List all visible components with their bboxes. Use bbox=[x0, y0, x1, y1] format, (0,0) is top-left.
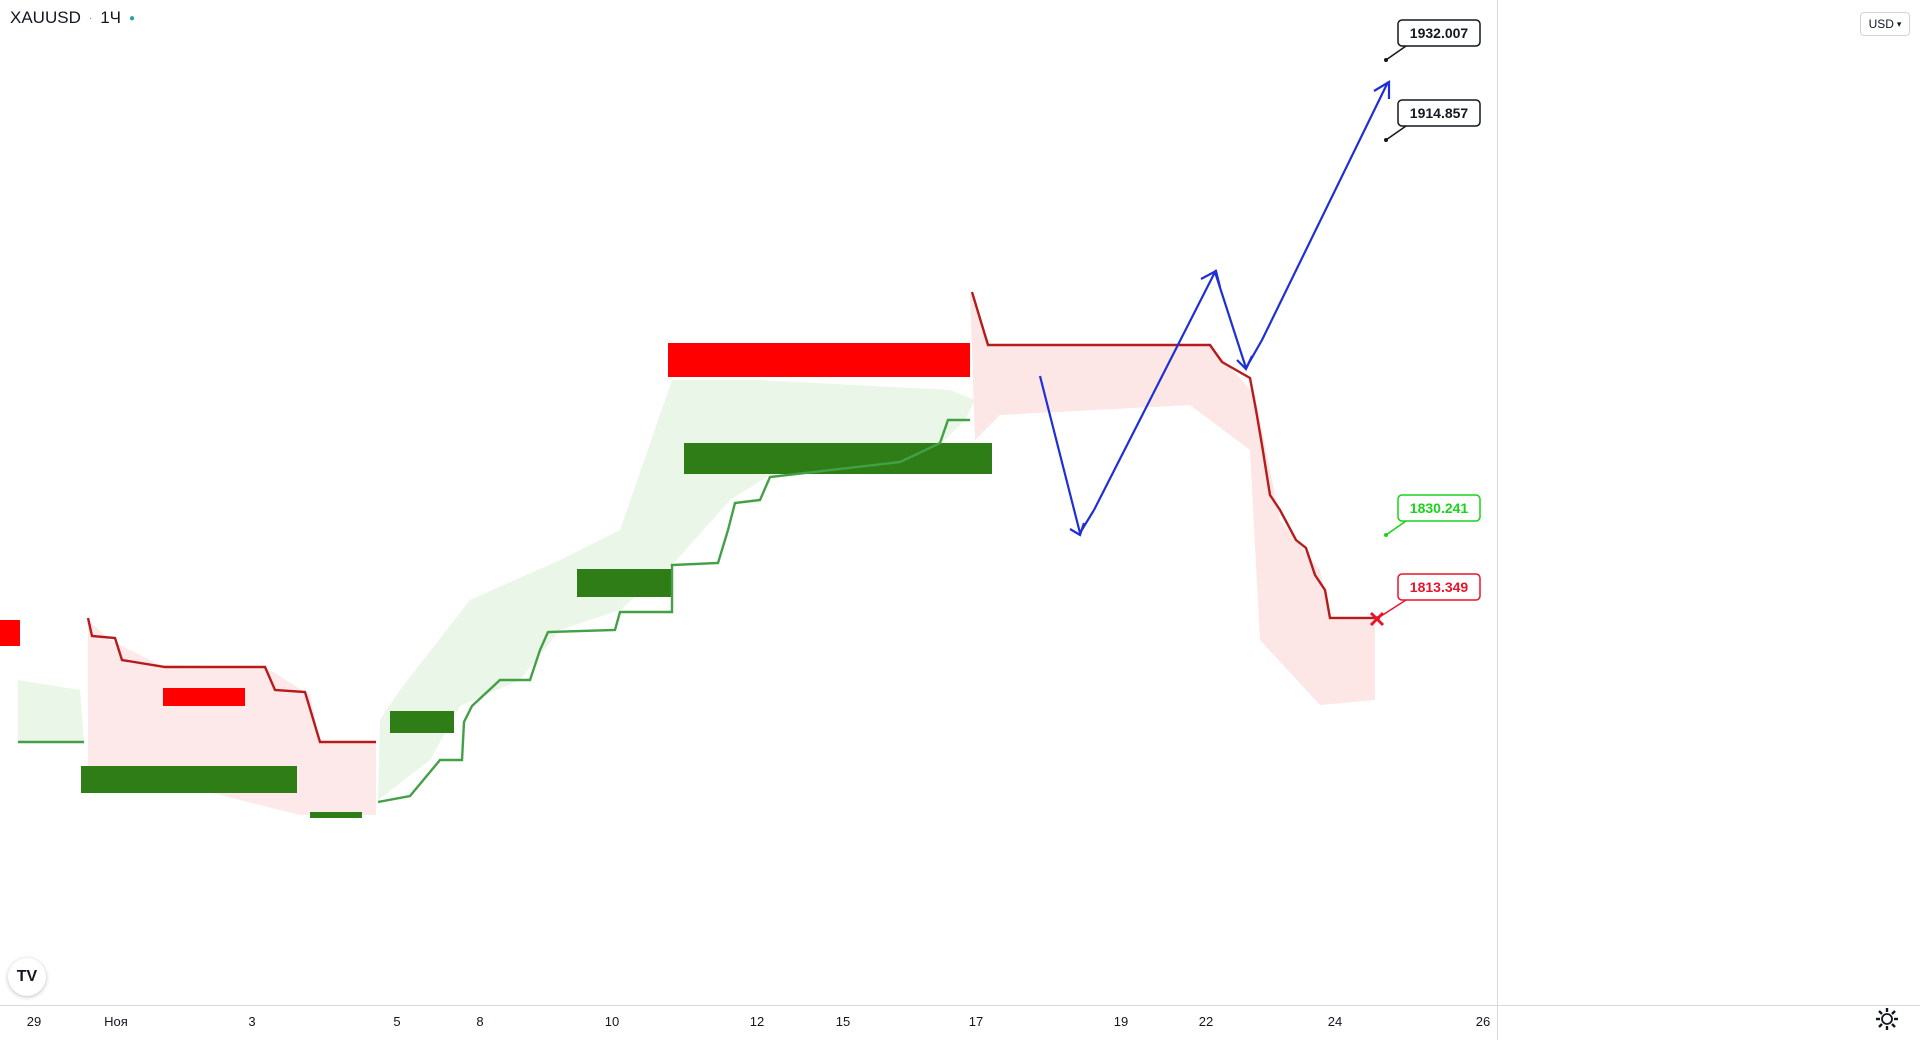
status-dot-icon: ● bbox=[129, 12, 136, 24]
tradingview-logo[interactable]: TV bbox=[8, 958, 46, 996]
time-tick-label: 26 bbox=[1476, 1014, 1490, 1029]
time-tick-label: 8 bbox=[476, 1014, 483, 1029]
resistance-zone bbox=[0, 620, 20, 646]
time-tick-label: 10 bbox=[605, 1014, 619, 1029]
callout-label: 1932.007 bbox=[1410, 25, 1469, 41]
arrow-head bbox=[1069, 522, 1086, 537]
callout-label: 1830.241 bbox=[1410, 500, 1469, 516]
separator-dot: · bbox=[88, 12, 93, 24]
callout-box bbox=[1397, 19, 1481, 47]
trend-down-line bbox=[970, 291, 1375, 620]
forecast-arrows bbox=[1038, 80, 1391, 537]
bullish-cloud bbox=[18, 680, 84, 742]
callout-anchor-dot bbox=[1384, 58, 1388, 62]
callouts-layer: 1932.007 1914.857 1830.241 1813.349 bbox=[1369, 19, 1481, 627]
time-tick-label: 12 bbox=[750, 1014, 764, 1029]
trend-up-line bbox=[377, 418, 970, 804]
callout-label: 1813.349 bbox=[1410, 579, 1469, 595]
callout-label: 1914.857 bbox=[1410, 105, 1469, 121]
resistance-zone bbox=[668, 343, 970, 377]
callout-leader bbox=[1385, 45, 1407, 61]
interval-label[interactable]: 1Ч bbox=[100, 8, 121, 27]
time-tick-label: 15 bbox=[836, 1014, 850, 1029]
resistance-zone bbox=[163, 688, 245, 706]
callout-box bbox=[1397, 494, 1481, 522]
callout-leader bbox=[1385, 520, 1407, 536]
support-zone bbox=[81, 766, 297, 793]
time-tick-label: 3 bbox=[248, 1014, 255, 1029]
stop-x-icon bbox=[1369, 611, 1385, 627]
time-tick-label: 29 bbox=[27, 1014, 41, 1029]
arrow-head bbox=[1373, 80, 1391, 99]
currency-label: USD bbox=[1868, 17, 1894, 31]
callout-box bbox=[1397, 573, 1481, 601]
arrow-head bbox=[1200, 269, 1222, 288]
support-zone bbox=[310, 812, 362, 818]
trend-layer bbox=[18, 291, 1375, 804]
symbol-header[interactable]: XAUUSD · 1Ч ● bbox=[10, 8, 135, 28]
price-axis-bg bbox=[1497, 0, 1570, 1005]
symbol-name[interactable]: XAUUSD bbox=[10, 8, 81, 27]
arrow-head bbox=[1236, 355, 1253, 371]
callout-anchor-dot bbox=[1384, 533, 1388, 537]
callout-box bbox=[1397, 99, 1481, 127]
time-tick-label: 24 bbox=[1328, 1014, 1342, 1029]
bullish-cloud bbox=[378, 380, 975, 800]
currency-button[interactable]: USD ▾ bbox=[1860, 12, 1910, 36]
time-tick-label: 17 bbox=[969, 1014, 983, 1029]
support-zone bbox=[577, 569, 672, 597]
chevron-down-icon: ▾ bbox=[1896, 18, 1902, 29]
time-tick-label: Ноя bbox=[104, 1014, 128, 1029]
callout-leader bbox=[1385, 125, 1407, 141]
zones-layer bbox=[0, 290, 1375, 818]
forecast-arrow bbox=[1093, 81, 1389, 511]
time-tick-label: 19 bbox=[1114, 1014, 1128, 1029]
callout-anchor-dot bbox=[1384, 138, 1388, 142]
price-axis[interactable]: 1790.0001800.0001810.0001820.0001830.000… bbox=[1497, 0, 1570, 1040]
time-axis[interactable]: 29 Ноя 3 5 8 10 12 15 17 19 22 24 26 bbox=[0, 1005, 1920, 1030]
logo-text: TV bbox=[16, 968, 38, 985]
gear-icon[interactable] bbox=[1874, 1006, 1900, 1032]
bearish-cloud bbox=[970, 290, 1375, 705]
time-tick-label: 5 bbox=[393, 1014, 400, 1029]
support-zone bbox=[390, 711, 454, 733]
trend-down-line bbox=[86, 617, 376, 744]
time-tick-label: 22 bbox=[1199, 1014, 1213, 1029]
